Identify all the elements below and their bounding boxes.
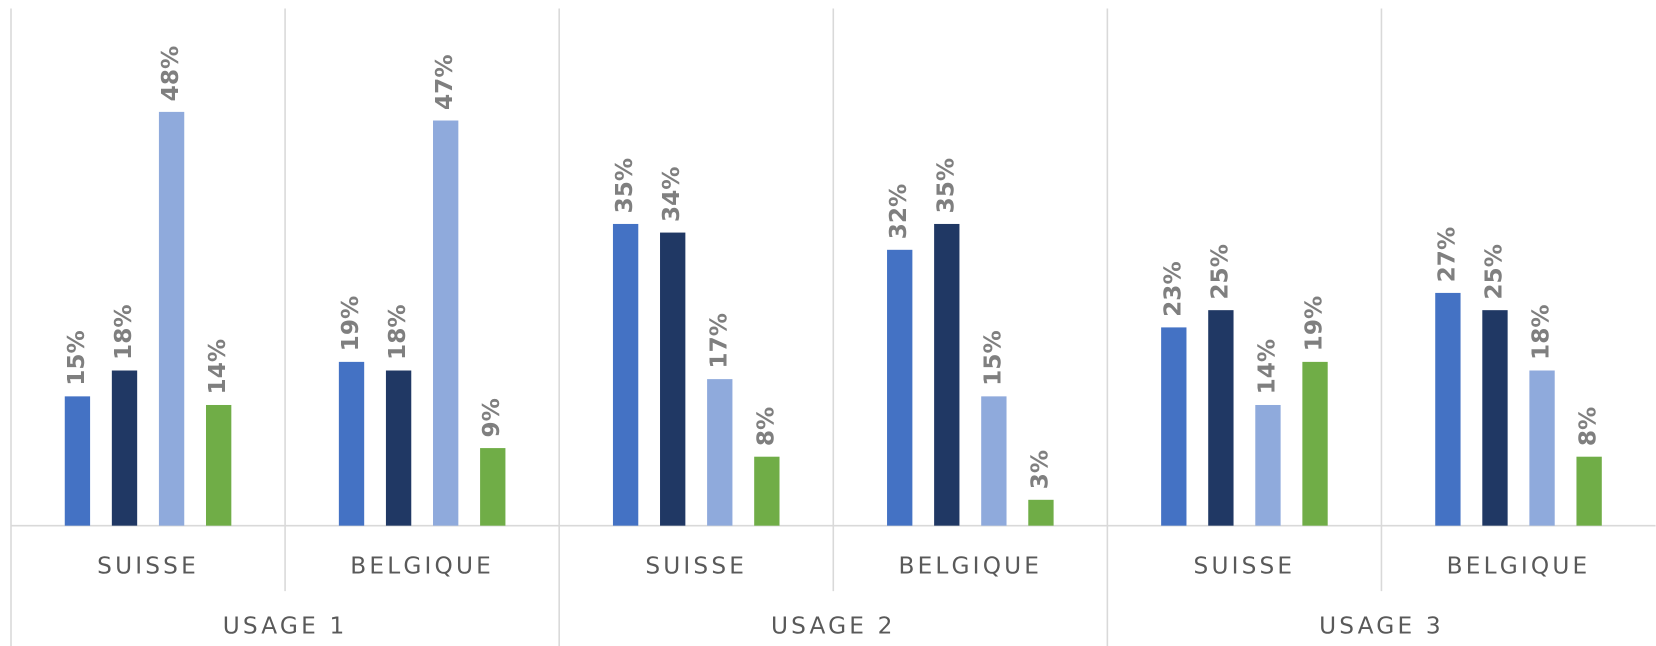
- bar: [612, 223, 639, 526]
- bar: [338, 361, 365, 526]
- data-label: 27%: [1433, 227, 1460, 283]
- bar: [158, 111, 185, 526]
- x-tick-label: SUISSE: [97, 552, 199, 579]
- bar: [1482, 310, 1508, 526]
- bar: [934, 223, 960, 526]
- x-tick-label: SUISSE: [645, 552, 747, 579]
- data-label: 8%: [752, 407, 779, 446]
- bar: [205, 404, 232, 526]
- data-label: 35%: [611, 158, 638, 214]
- data-label: 3%: [1026, 450, 1053, 489]
- x-tick-label: BELGIQUE: [350, 552, 494, 579]
- bar: [1435, 292, 1461, 526]
- bar: [660, 232, 686, 526]
- bar: [111, 370, 138, 526]
- bar: [1302, 361, 1328, 526]
- bar: [1028, 499, 1054, 526]
- bar: [1576, 456, 1602, 526]
- bar: [385, 370, 412, 526]
- bar: [433, 120, 459, 526]
- data-label: 9%: [478, 398, 505, 437]
- data-label: 34%: [658, 166, 685, 222]
- data-label: 8%: [1575, 407, 1602, 446]
- data-label: 25%: [1206, 244, 1233, 300]
- data-label: 32%: [885, 184, 912, 240]
- data-label: 47%: [431, 54, 458, 110]
- data-label: 17%: [705, 313, 732, 369]
- bar: [1208, 310, 1234, 526]
- data-label: 48%: [157, 46, 184, 102]
- data-label: 19%: [1301, 296, 1328, 352]
- group-label: USAGE 1: [223, 612, 348, 639]
- group-label: USAGE 3: [1319, 612, 1444, 639]
- data-label: 15%: [63, 330, 90, 386]
- data-label: 14%: [1253, 339, 1280, 395]
- bar: [1255, 404, 1281, 526]
- group-label: USAGE 2: [771, 612, 896, 639]
- data-label: 25%: [1480, 244, 1507, 300]
- data-label: 15%: [979, 330, 1006, 386]
- bar: [1161, 327, 1187, 526]
- x-tick-label: BELGIQUE: [1447, 552, 1591, 579]
- data-label: 18%: [110, 304, 137, 360]
- x-tick-label: SUISSE: [1194, 552, 1296, 579]
- data-label: 19%: [337, 296, 364, 352]
- data-label: 23%: [1159, 261, 1186, 317]
- bar: [981, 396, 1007, 526]
- bar: [887, 249, 913, 526]
- data-label: 18%: [384, 304, 411, 360]
- data-label: 35%: [932, 158, 959, 214]
- bar: [754, 456, 780, 526]
- data-label: 18%: [1528, 304, 1555, 360]
- bar: [64, 396, 91, 526]
- data-label: 14%: [204, 339, 231, 395]
- bar: [1529, 370, 1555, 526]
- bar: [707, 379, 733, 526]
- x-tick-label: BELGIQUE: [898, 552, 1042, 579]
- bar: [480, 448, 506, 526]
